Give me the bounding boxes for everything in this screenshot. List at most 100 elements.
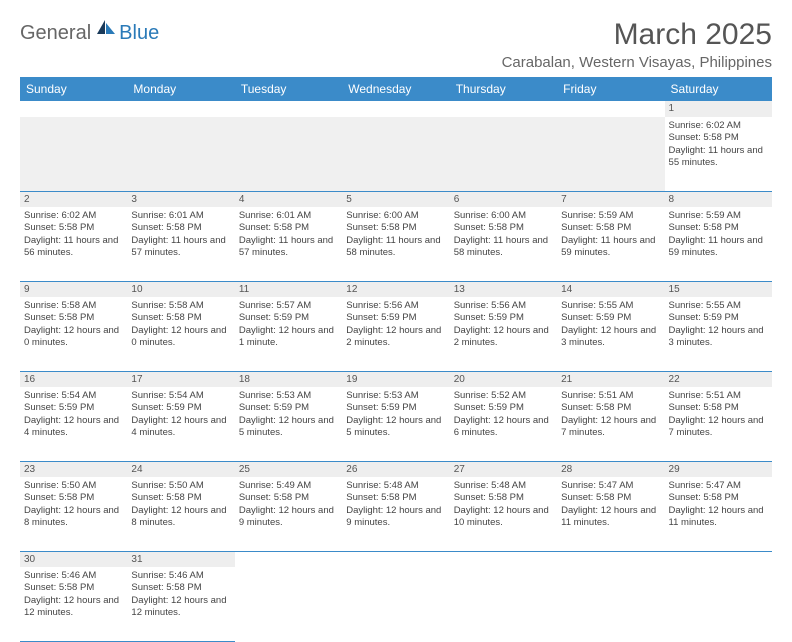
- sunrise-line: Sunrise: 5:57 AM: [239, 300, 338, 312]
- daylight-line: Daylight: 12 hours and 11 minutes.: [669, 505, 768, 530]
- daylight-line: Daylight: 11 hours and 57 minutes.: [239, 235, 338, 260]
- day-cell-content: Sunrise: 5:53 AMSunset: 5:59 PMDaylight:…: [346, 390, 445, 439]
- day-cell-content: Sunrise: 5:55 AMSunset: 5:59 PMDaylight:…: [669, 300, 768, 349]
- day-cell: Sunrise: 5:47 AMSunset: 5:58 PMDaylight:…: [557, 477, 664, 551]
- sunset-line: Sunset: 5:58 PM: [24, 312, 123, 324]
- day-cell-content: Sunrise: 5:57 AMSunset: 5:59 PMDaylight:…: [239, 300, 338, 349]
- day-cell-content: Sunrise: 5:51 AMSunset: 5:58 PMDaylight:…: [669, 390, 768, 439]
- daynum-cell: 21: [557, 371, 664, 387]
- day-cell-content: Sunrise: 6:02 AMSunset: 5:58 PMDaylight:…: [669, 120, 768, 169]
- day-cell: Sunrise: 5:54 AMSunset: 5:59 PMDaylight:…: [127, 387, 234, 461]
- day-cell: Sunrise: 5:52 AMSunset: 5:59 PMDaylight:…: [450, 387, 557, 461]
- daynum-cell: [557, 101, 664, 117]
- daynum-row: 16171819202122: [20, 371, 772, 387]
- col-wednesday: Wednesday: [342, 77, 449, 101]
- day-cell-content: Sunrise: 5:47 AMSunset: 5:58 PMDaylight:…: [669, 480, 768, 529]
- daynum-cell: 25: [235, 461, 342, 477]
- location-subtitle: Carabalan, Western Visayas, Philippines: [502, 54, 772, 71]
- day-cell-content: Sunrise: 6:00 AMSunset: 5:58 PMDaylight:…: [454, 210, 553, 259]
- day-cell: Sunrise: 5:47 AMSunset: 5:58 PMDaylight:…: [665, 477, 772, 551]
- day-cell: [342, 117, 449, 191]
- daynum-cell: 13: [450, 281, 557, 297]
- sunset-line: Sunset: 5:58 PM: [24, 492, 123, 504]
- day-cell: [342, 567, 449, 641]
- logo-text-blue: Blue: [119, 22, 159, 45]
- daynum-cell: 3: [127, 191, 234, 207]
- daylight-line: Daylight: 12 hours and 0 minutes.: [131, 325, 230, 350]
- sunset-line: Sunset: 5:59 PM: [239, 312, 338, 324]
- sunrise-line: Sunrise: 5:52 AM: [454, 390, 553, 402]
- sunrise-line: Sunrise: 5:50 AM: [131, 480, 230, 492]
- day-cell: [557, 567, 664, 641]
- day-cell: [665, 567, 772, 641]
- sunset-line: Sunset: 5:59 PM: [561, 312, 660, 324]
- daylight-line: Daylight: 11 hours and 58 minutes.: [454, 235, 553, 260]
- col-saturday: Saturday: [665, 77, 772, 101]
- sunset-line: Sunset: 5:58 PM: [24, 222, 123, 234]
- sunset-line: Sunset: 5:58 PM: [346, 222, 445, 234]
- day-cell: Sunrise: 5:57 AMSunset: 5:59 PMDaylight:…: [235, 297, 342, 371]
- sunrise-line: Sunrise: 5:48 AM: [454, 480, 553, 492]
- day-cell-content: Sunrise: 6:02 AMSunset: 5:58 PMDaylight:…: [24, 210, 123, 259]
- daylight-line: Daylight: 12 hours and 12 minutes.: [131, 595, 230, 620]
- daynum-cell: 12: [342, 281, 449, 297]
- day-cell: Sunrise: 5:50 AMSunset: 5:58 PMDaylight:…: [20, 477, 127, 551]
- day-row: Sunrise: 5:50 AM Sunset: 5:58 PM Daylight:…: [20, 477, 772, 551]
- daylight-line: Daylight: 12 hours and 9 minutes.: [346, 505, 445, 530]
- daynum-cell: 27: [450, 461, 557, 477]
- daynum-cell: 22: [665, 371, 772, 387]
- daylight-line: Daylight: 11 hours and 58 minutes.: [346, 235, 445, 260]
- daynum-cell: 10: [127, 281, 234, 297]
- day-cell-content: Sunrise: 5:47 AMSunset: 5:58 PMDaylight:…: [561, 480, 660, 529]
- sunset-line: Sunset: 5:58 PM: [454, 492, 553, 504]
- sunset-line: Sunset: 5:58 PM: [669, 132, 768, 144]
- daynum-row: 3031: [20, 551, 772, 567]
- daylight-line: Daylight: 12 hours and 9 minutes.: [239, 505, 338, 530]
- sunrise-line: Sunrise: 5:46 AM: [24, 570, 123, 582]
- day-cell-content: Sunrise: 5:52 AMSunset: 5:59 PMDaylight:…: [454, 390, 553, 439]
- daynum-row: 1: [20, 101, 772, 117]
- day-row: Sunrise: 5:58 AMSunset: 5:58 PMDaylight:…: [20, 297, 772, 371]
- daylight-line: Daylight: 11 hours and 56 minutes.: [24, 235, 123, 260]
- day-cell: Sunrise: 5:51 AMSunset: 5:58 PMDaylight:…: [557, 387, 664, 461]
- sunrise-line: Sunrise: 6:01 AM: [239, 210, 338, 222]
- daylight-line: Daylight: 12 hours and 5 minutes.: [346, 415, 445, 440]
- sunset-line: Sunset: 5:58 PM: [24, 582, 123, 594]
- day-cell: Sunrise: 6:02 AMSunset: 5:58 PMDaylight:…: [665, 117, 772, 191]
- sunrise-line: Sunrise: 5:59 AM: [561, 210, 660, 222]
- day-cell: Sunrise: 5:55 AMSunset: 5:59 PMDaylight:…: [557, 297, 664, 371]
- sunrise-line: Sunrise: 5:54 AM: [24, 390, 123, 402]
- daynum-cell: 15: [665, 281, 772, 297]
- day-row: Sunrise: 5:54 AMSunset: 5:59 PMDaylight:…: [20, 387, 772, 461]
- day-cell: Sunrise: 5:58 AMSunset: 5:58 PMDaylight:…: [20, 297, 127, 371]
- daynum-cell: 31: [127, 551, 234, 567]
- day-cell: Sunrise: 6:02 AMSunset: 5:58 PMDaylight:…: [20, 207, 127, 281]
- day-cell: Sunrise: 5:46 AMSunset: 5:58 PMDaylight:…: [20, 567, 127, 641]
- sunset-line: Sunset: 5:58 PM: [131, 312, 230, 324]
- daynum-cell: 24: [127, 461, 234, 477]
- col-friday: Friday: [557, 77, 664, 101]
- day-cell-content: Sunrise: 6:01 AMSunset: 5:58 PMDaylight:…: [239, 210, 338, 259]
- daylight-line: Daylight: 12 hours and 5 minutes.: [239, 415, 338, 440]
- day-cell-content: Sunrise: 5:58 AMSunset: 5:58 PMDaylight:…: [24, 300, 123, 349]
- daylight-line: Daylight: 11 hours and 59 minutes.: [669, 235, 768, 260]
- daynum-cell: [127, 101, 234, 117]
- daylight-line: Daylight: 12 hours and 7 minutes.: [561, 415, 660, 440]
- day-cell: Sunrise: 5:49 AMSunset: 5:58 PMDaylight:…: [235, 477, 342, 551]
- day-cell: [127, 117, 234, 191]
- daynum-cell: 6: [450, 191, 557, 207]
- day-cell-content: Sunrise: 5:59 AMSunset: 5:58 PMDaylight:…: [669, 210, 768, 259]
- daylight-line: Daylight: 12 hours and 4 minutes.: [24, 415, 123, 440]
- day-cell: Sunrise: 5:46 AMSunset: 5:58 PMDaylight:…: [127, 567, 234, 641]
- daylight-line: Daylight: 11 hours and 55 minutes.: [669, 145, 768, 170]
- daynum-cell: 23: [20, 461, 127, 477]
- day-cell: Sunrise: 5:51 AMSunset: 5:58 PMDaylight:…: [665, 387, 772, 461]
- day-cell-content: Sunrise: 6:00 AMSunset: 5:58 PMDaylight:…: [346, 210, 445, 259]
- day-cell-content: Sunrise: 5:56 AMSunset: 5:59 PMDaylight:…: [346, 300, 445, 349]
- daynum-cell: [235, 551, 342, 567]
- sunrise-line: Sunrise: 6:00 AM: [346, 210, 445, 222]
- logo-text-general: General: [20, 22, 91, 45]
- sunset-line: Sunset: 5:59 PM: [346, 312, 445, 324]
- logo-sail-icon: [95, 18, 117, 42]
- day-cell: Sunrise: 5:48 AMSunset: 5:58 PMDaylight:…: [450, 477, 557, 551]
